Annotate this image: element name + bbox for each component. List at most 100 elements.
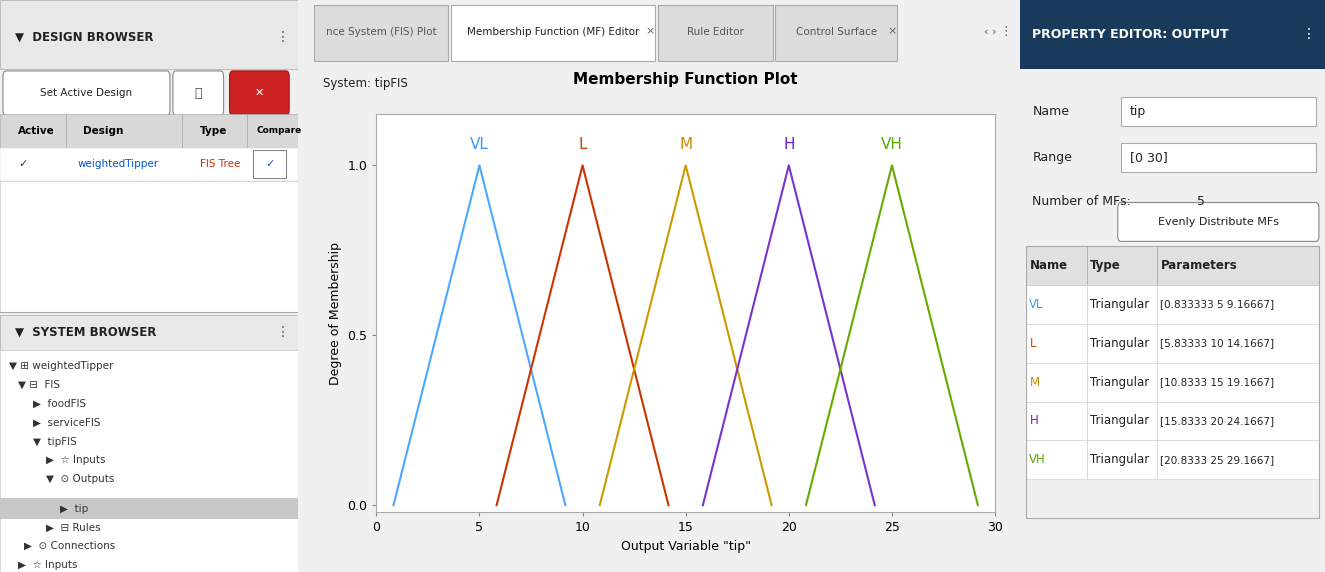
Text: Triangular: Triangular [1090, 337, 1150, 349]
Text: ⋮: ⋮ [1000, 25, 1012, 38]
Title: Membership Function Plot: Membership Function Plot [574, 72, 798, 87]
Text: VH: VH [1030, 454, 1047, 466]
Bar [1121, 97, 1316, 126]
Text: [15.8333 20 24.1667]: [15.8333 20 24.1667] [1161, 416, 1275, 426]
Text: ▼ ⊞ weightedTipper: ▼ ⊞ weightedTipper [9, 361, 114, 371]
Bar [1158, 440, 1318, 479]
Text: L: L [578, 137, 587, 152]
Text: Compare: Compare [256, 126, 302, 136]
Text: ⧉: ⧉ [195, 87, 201, 100]
Text: Triangular: Triangular [1090, 415, 1150, 427]
Text: Parameters: Parameters [1161, 259, 1238, 272]
Bar [1020, 0, 1325, 69]
Bar [0, 148, 298, 181]
Text: M: M [680, 137, 692, 152]
Text: Membership Function (MF) Editor: Membership Function (MF) Editor [466, 26, 639, 37]
Text: Triangular: Triangular [1090, 376, 1150, 388]
Bar [1027, 246, 1088, 285]
Text: System: tipFIS: System: tipFIS [323, 77, 408, 90]
FancyBboxPatch shape [3, 71, 170, 116]
Text: Triangular: Triangular [1090, 454, 1150, 466]
Bar [1027, 324, 1088, 363]
Bar [775, 5, 897, 61]
Text: FIS Tree: FIS Tree [200, 159, 240, 169]
Bar [1158, 324, 1318, 363]
Text: Name: Name [1030, 259, 1068, 272]
Text: ×: × [888, 26, 897, 37]
Bar [1088, 440, 1158, 479]
Bar [1158, 285, 1318, 324]
Text: ✓: ✓ [265, 159, 274, 169]
Bar [1158, 246, 1318, 285]
Text: [20.8333 25 29.1667]: [20.8333 25 29.1667] [1161, 455, 1275, 465]
Text: weightedTipper: weightedTipper [77, 159, 159, 169]
Text: ▶  ☆ Inputs: ▶ ☆ Inputs [17, 560, 77, 570]
Bar [0, 0, 298, 69]
Text: ⋮: ⋮ [276, 30, 289, 44]
FancyBboxPatch shape [229, 71, 289, 116]
Text: Design: Design [83, 126, 123, 136]
Bar [1088, 324, 1158, 363]
Text: L: L [1030, 337, 1036, 349]
Text: ⋮: ⋮ [1302, 27, 1316, 41]
Text: ▼  tipFIS: ▼ tipFIS [33, 436, 77, 447]
Bar [1027, 440, 1088, 479]
Text: ▶  tip: ▶ tip [60, 503, 87, 514]
Text: [0.833333 5 9.16667]: [0.833333 5 9.16667] [1161, 299, 1275, 309]
Bar [1088, 285, 1158, 324]
Bar [0, 181, 298, 312]
Text: [10.8333 15 19.1667]: [10.8333 15 19.1667] [1161, 377, 1275, 387]
Text: tip: tip [1130, 105, 1146, 118]
Text: H: H [783, 137, 795, 152]
Text: ✓: ✓ [17, 159, 28, 169]
Bar [1088, 402, 1158, 440]
Y-axis label: Degree of Membership: Degree of Membership [329, 241, 342, 385]
Text: Type: Type [1090, 259, 1121, 272]
Text: ▶  foodFIS: ▶ foodFIS [33, 399, 86, 409]
FancyBboxPatch shape [1118, 202, 1318, 241]
Text: Type: Type [200, 126, 227, 136]
FancyBboxPatch shape [172, 71, 224, 116]
Bar [1027, 363, 1088, 402]
Bar [66, 114, 182, 148]
Text: [5.83333 10 14.1667]: [5.83333 10 14.1667] [1161, 338, 1275, 348]
Bar [0, 498, 298, 519]
Text: VL: VL [470, 137, 489, 152]
Text: Rule Editor: Rule Editor [686, 26, 743, 37]
Text: Name: Name [1032, 105, 1069, 118]
Text: ▼  DESIGN BROWSER: ▼ DESIGN BROWSER [15, 31, 154, 43]
Text: Control Surface: Control Surface [796, 26, 877, 37]
Text: Range: Range [1032, 151, 1072, 164]
Bar [1158, 363, 1318, 402]
Text: nce System (FIS) Plot: nce System (FIS) Plot [326, 26, 436, 37]
Text: Evenly Distribute MFs: Evenly Distribute MFs [1158, 217, 1279, 227]
Text: ▼  SYSTEM BROWSER: ▼ SYSTEM BROWSER [15, 326, 156, 339]
Bar [1088, 363, 1158, 402]
Bar [248, 114, 298, 148]
Text: ×: × [645, 26, 655, 37]
Text: Active: Active [17, 126, 54, 136]
Bar [1027, 402, 1088, 440]
Text: ▶  ⊟ Rules: ▶ ⊟ Rules [46, 522, 101, 533]
Text: PROPERTY EDITOR: OUTPUT: PROPERTY EDITOR: OUTPUT [1032, 28, 1230, 41]
Bar [451, 5, 655, 61]
Text: VH: VH [881, 137, 902, 152]
Bar [0, 114, 66, 148]
Text: ▼ ⊟  FIS: ▼ ⊟ FIS [17, 380, 60, 390]
X-axis label: Output Variable "tip": Output Variable "tip" [620, 539, 751, 553]
Bar [253, 150, 286, 178]
Text: ▶  serviceFIS: ▶ serviceFIS [33, 418, 101, 428]
Bar [1027, 285, 1088, 324]
Bar [182, 114, 248, 148]
Text: Set Active Design: Set Active Design [40, 88, 132, 98]
Bar [1027, 246, 1318, 518]
Text: M: M [1030, 376, 1040, 388]
Bar [0, 315, 298, 350]
Text: Number of MFs:: Number of MFs: [1032, 195, 1132, 208]
Text: Triangular: Triangular [1090, 298, 1150, 311]
Bar [1088, 246, 1158, 285]
Text: H: H [1030, 415, 1039, 427]
Text: ⋮: ⋮ [276, 325, 289, 339]
Text: ▼  ⊙ Outputs: ▼ ⊙ Outputs [46, 474, 114, 484]
Text: 5: 5 [1196, 195, 1204, 208]
